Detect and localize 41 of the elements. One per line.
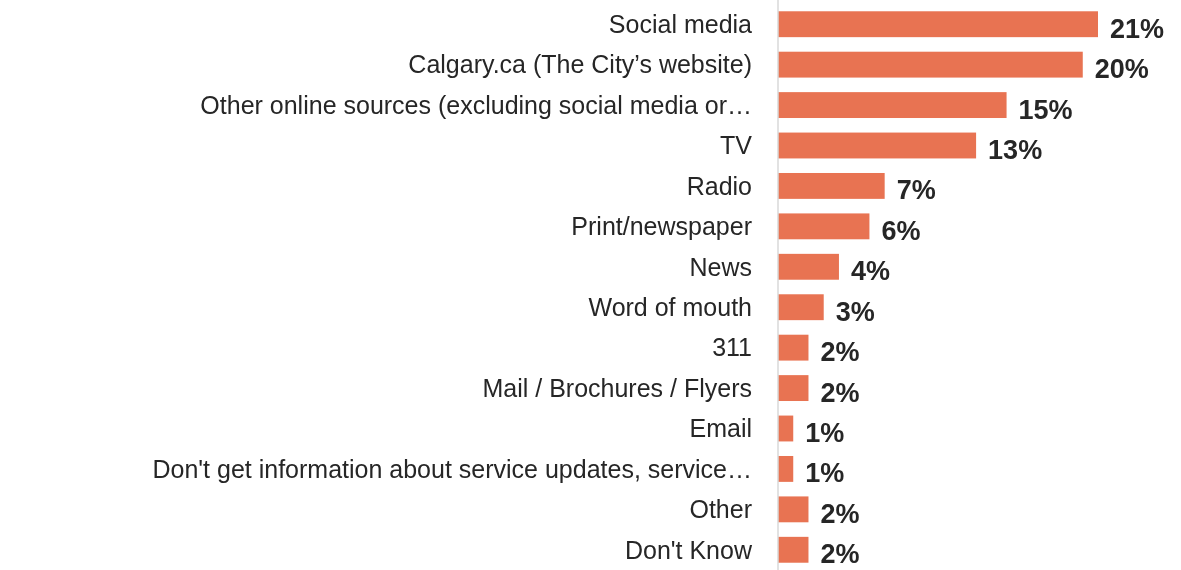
data-label: 1%: [805, 417, 845, 448]
bar: [778, 536, 809, 563]
y-tick-label: News: [689, 252, 752, 281]
bar: [778, 455, 794, 482]
bar: [778, 334, 809, 361]
data-label: 4%: [850, 256, 890, 287]
y-tick-label: Social media: [608, 9, 753, 38]
y-tick-label: Radio: [686, 171, 752, 200]
bar: [778, 294, 824, 321]
bar: [778, 496, 809, 523]
bar: [778, 213, 870, 240]
data-label: 2%: [820, 377, 860, 408]
data-label: 6%: [881, 215, 921, 246]
data-label: 13%: [988, 134, 1043, 165]
data-label: 1%: [805, 458, 845, 489]
y-tick-label: TV: [720, 131, 753, 160]
y-tick-label: Other online sources (excluding social media or…: [200, 90, 752, 119]
bar: [778, 253, 839, 280]
y-tick-label: Calgary.ca (The City’s website): [408, 50, 752, 79]
y-tick-label: Email: [689, 414, 752, 443]
data-label: 7%: [896, 175, 936, 206]
y-tick-label: 311: [712, 333, 752, 362]
data-label: 3%: [835, 296, 875, 327]
y-tick-label: Don't Know: [624, 535, 753, 564]
bar: [778, 92, 1007, 119]
data-label: 2%: [820, 539, 860, 570]
bar: [778, 51, 1083, 78]
data-label: 15%: [1018, 94, 1073, 125]
y-tick-label: Word of mouth: [588, 292, 752, 321]
data-label: 21%: [1110, 13, 1165, 44]
y-tick-label: Other: [689, 495, 752, 524]
data-label: 20%: [1094, 54, 1149, 85]
y-tick-label: Print/newspaper: [571, 212, 752, 241]
bar: [778, 132, 977, 159]
bar: [778, 11, 1098, 38]
data-label: 2%: [820, 498, 860, 529]
data-label: 2%: [820, 337, 860, 368]
bar: [778, 172, 885, 199]
y-tick-label: Mail / Brochures / Flyers: [482, 373, 752, 402]
y-tick-label: Don't get information about service updates, service…: [152, 454, 752, 483]
bar: [778, 375, 809, 402]
